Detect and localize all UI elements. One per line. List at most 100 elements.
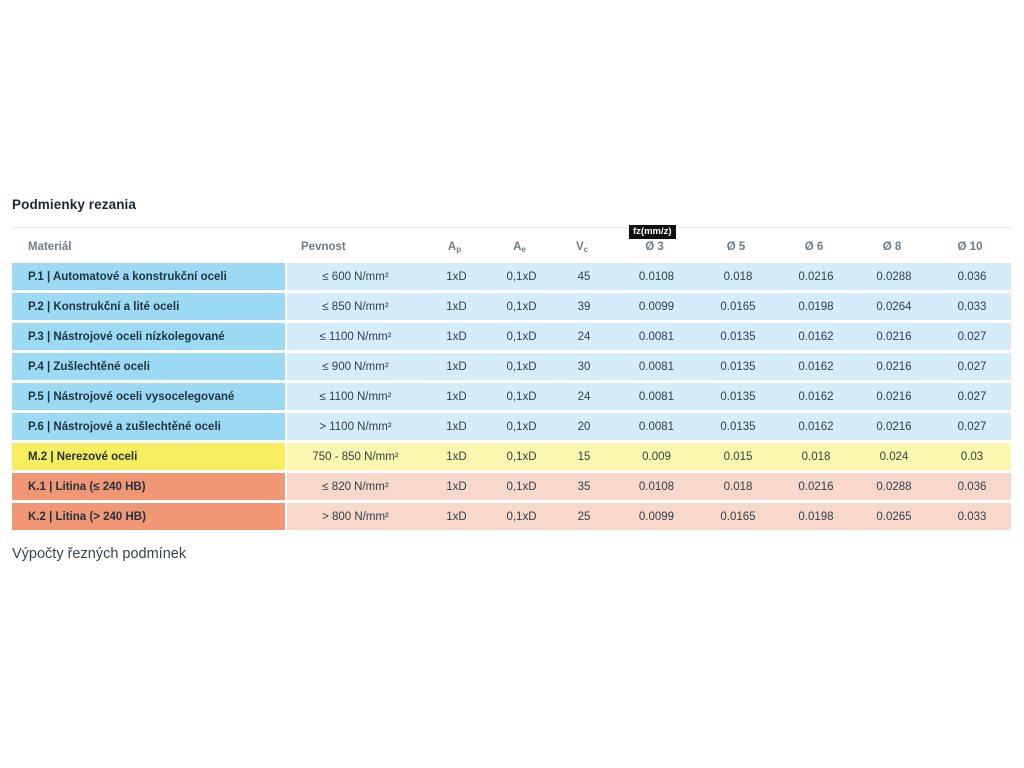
table-row: P.4 | Zušlechtěné oceli ≤ 900 N/mm² 1xD …	[12, 353, 1012, 380]
vc-cell: 45	[554, 263, 614, 290]
header-diameter-3: Ø 3	[645, 241, 664, 253]
material-cell: P.5 | Nástrojové oceli vysocelegované	[12, 383, 285, 410]
table-row: K.2 | Litina (> 240 HB) > 800 N/mm² 1xD …	[12, 503, 1012, 530]
fz-d10-cell: 0.027	[933, 323, 1011, 350]
vc-cell: 39	[554, 293, 614, 320]
fz-d10-cell: 0.027	[933, 413, 1011, 440]
fz-d3-cell: 0.0081	[614, 383, 699, 410]
ap-cell: 1xD	[424, 383, 489, 410]
ap-cell: 1xD	[424, 473, 489, 500]
table-row: P.2 | Konstrukční a lité oceli ≤ 850 N/m…	[12, 293, 1012, 320]
vc-cell: 20	[554, 413, 614, 440]
fz-d10-cell: 0.027	[933, 383, 1011, 410]
fz-d5-cell: 0.0135	[699, 323, 777, 350]
fz-d6-cell: 0.0198	[777, 293, 855, 320]
material-cell: K.2 | Litina (> 240 HB)	[12, 503, 285, 530]
fz-d3-cell: 0.0108	[614, 263, 699, 290]
header-vc: Vc	[575, 241, 589, 254]
footer-section-title: Výpočty řezných podmínek	[12, 546, 187, 562]
pevnost-cell: ≤ 850 N/mm²	[287, 293, 424, 320]
fz-d6-cell: 0.0162	[777, 383, 855, 410]
ap-cell: 1xD	[424, 293, 489, 320]
fz-d5-cell: 0.0135	[699, 353, 777, 380]
fz-d5-cell: 0.018	[699, 263, 777, 290]
vc-cell: 35	[554, 473, 614, 500]
fz-d5-cell: 0.0165	[699, 503, 777, 530]
fz-d10-cell: 0.027	[933, 353, 1011, 380]
fz-d8-cell: 0.0288	[855, 263, 933, 290]
pevnost-cell: ≤ 600 N/mm²	[287, 263, 424, 290]
header-material: Materiál	[28, 241, 72, 253]
fz-d8-cell: 0.0216	[855, 323, 933, 350]
fz-d5-cell: 0.018	[699, 473, 777, 500]
vc-cell: 24	[554, 383, 614, 410]
fz-d6-cell: 0.0198	[777, 503, 855, 530]
fz-d3-cell: 0.0081	[614, 323, 699, 350]
fz-d8-cell: 0.024	[855, 443, 933, 470]
fz-unit-tag: fz(mm/z)	[629, 225, 676, 239]
header-diameter-5: Ø 5	[726, 241, 746, 253]
pevnost-cell: 750 - 850 N/mm²	[287, 443, 424, 470]
table-header-row: fz(mm/z) Materiál Pevnost Ap Ae Vc Ø 3 Ø…	[12, 225, 1012, 260]
material-cell: P.3 | Nástrojové oceli nízkolegované	[12, 323, 285, 350]
material-cell: P.2 | Konstrukční a lité oceli	[12, 293, 285, 320]
material-cell: P.4 | Zušlechtěné oceli	[12, 353, 285, 380]
fz-d8-cell: 0.0216	[855, 383, 933, 410]
ap-cell: 1xD	[424, 503, 489, 530]
cutting-conditions-table: fz(mm/z) Materiál Pevnost Ap Ae Vc Ø 3 Ø…	[12, 225, 1012, 533]
fz-d3-cell: 0.0081	[614, 413, 699, 440]
fz-d10-cell: 0.033	[933, 503, 1011, 530]
ap-cell: 1xD	[424, 263, 489, 290]
ae-cell: 0,1xD	[489, 473, 554, 500]
fz-d6-cell: 0.0162	[777, 413, 855, 440]
fz-d10-cell: 0.036	[933, 263, 1011, 290]
fz-d6-cell: 0.0162	[777, 353, 855, 380]
header-ae: Ae	[513, 241, 526, 254]
fz-d8-cell: 0.0288	[855, 473, 933, 500]
ae-cell: 0,1xD	[489, 503, 554, 530]
fz-d5-cell: 0.0165	[699, 293, 777, 320]
header-ap: Ap	[447, 241, 462, 254]
ae-cell: 0,1xD	[489, 383, 554, 410]
fz-d6-cell: 0.018	[777, 443, 855, 470]
ap-cell: 1xD	[424, 353, 489, 380]
fz-d5-cell: 0.015	[699, 443, 777, 470]
table-row: P.5 | Nástrojové oceli vysocelegované ≤ …	[12, 383, 1012, 410]
fz-d6-cell: 0.0216	[777, 473, 855, 500]
fz-d10-cell: 0.036	[933, 473, 1011, 500]
fz-d3-cell: 0.0108	[614, 473, 699, 500]
ap-cell: 1xD	[424, 413, 489, 440]
fz-d8-cell: 0.0216	[855, 413, 933, 440]
ae-cell: 0,1xD	[489, 413, 554, 440]
fz-d10-cell: 0.033	[933, 293, 1011, 320]
material-cell: K.1 | Litina (≤ 240 HB)	[12, 473, 285, 500]
vc-cell: 15	[554, 443, 614, 470]
fz-d6-cell: 0.0162	[777, 323, 855, 350]
fz-d3-cell: 0.0081	[614, 353, 699, 380]
ap-cell: 1xD	[424, 323, 489, 350]
material-cell: P.6 | Nástrojové a zušlechtěné oceli	[12, 413, 285, 440]
page-title: Podmienky rezania	[12, 197, 136, 212]
fz-d5-cell: 0.0135	[699, 383, 777, 410]
table-body: P.1 | Automatové a konstrukční oceli ≤ 6…	[12, 263, 1012, 530]
pevnost-cell: ≤ 1100 N/mm²	[287, 383, 424, 410]
fz-d8-cell: 0.0216	[855, 353, 933, 380]
vc-cell: 30	[554, 353, 614, 380]
fz-d8-cell: 0.0265	[855, 503, 933, 530]
ae-cell: 0,1xD	[489, 323, 554, 350]
header-diameter-10: Ø 10	[957, 241, 983, 253]
pevnost-cell: ≤ 820 N/mm²	[287, 473, 424, 500]
table-row: P.3 | Nástrojové oceli nízkolegované ≤ 1…	[12, 323, 1012, 350]
fz-d3-cell: 0.0099	[614, 503, 699, 530]
material-cell: M.2 | Nerezové oceli	[12, 443, 285, 470]
pevnost-cell: > 800 N/mm²	[287, 503, 424, 530]
pevnost-cell: > 1100 N/mm²	[287, 413, 424, 440]
header-diameter-6: Ø 6	[804, 241, 824, 253]
header-pevnost: Pevnost	[301, 241, 346, 253]
fz-d8-cell: 0.0264	[855, 293, 933, 320]
material-cell: P.1 | Automatové a konstrukční oceli	[12, 263, 285, 290]
header-diameter-8: Ø 8	[882, 241, 902, 253]
ae-cell: 0,1xD	[489, 293, 554, 320]
fz-d5-cell: 0.0135	[699, 413, 777, 440]
pevnost-cell: ≤ 1100 N/mm²	[287, 323, 424, 350]
